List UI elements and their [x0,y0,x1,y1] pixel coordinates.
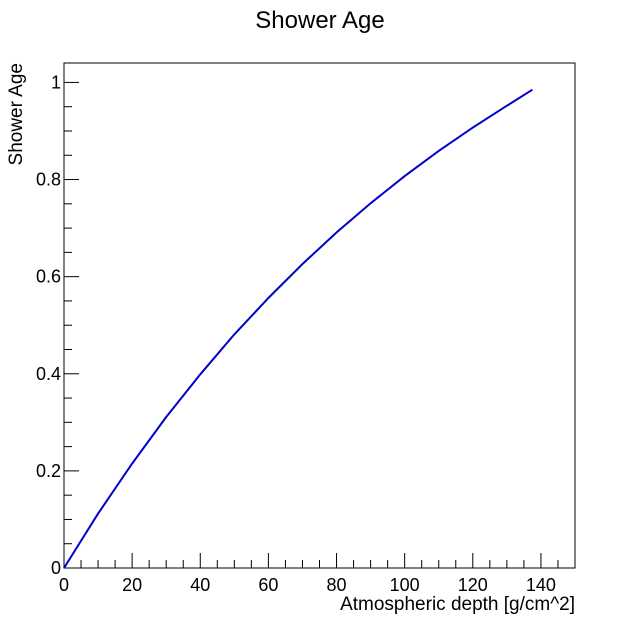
x-tick-label: 0 [59,575,69,595]
y-tick-label: 0.2 [36,461,61,481]
axis-ticks [63,81,576,569]
y-tick-label: 0 [51,558,61,578]
series-line [63,88,533,569]
x-tick-label: 20 [122,575,142,595]
y-tick-label: 0.8 [36,170,61,190]
x-axis-title: Atmospheric depth [g/cm^2] [340,594,575,615]
x-tick-label: 140 [526,575,556,595]
x-tick-label: 120 [458,575,488,595]
y-axis-title: Shower Age [6,63,27,165]
x-tick-label: 60 [258,575,278,595]
x-tick-label: 100 [390,575,420,595]
chart-title: Shower Age [255,7,384,34]
y-tick-label: 0.4 [36,364,61,384]
x-tick-labels: 0 20 40 60 80 100 120 140 [59,575,556,595]
x-tick-label: 80 [327,575,347,595]
y-tick-label: 0.6 [36,267,61,287]
plot-frame [63,62,576,569]
y-tick-labels: 0 0.2 0.4 0.6 0.8 1 [36,72,61,578]
x-tick-label: 40 [190,575,210,595]
y-tick-label: 1 [51,72,61,92]
